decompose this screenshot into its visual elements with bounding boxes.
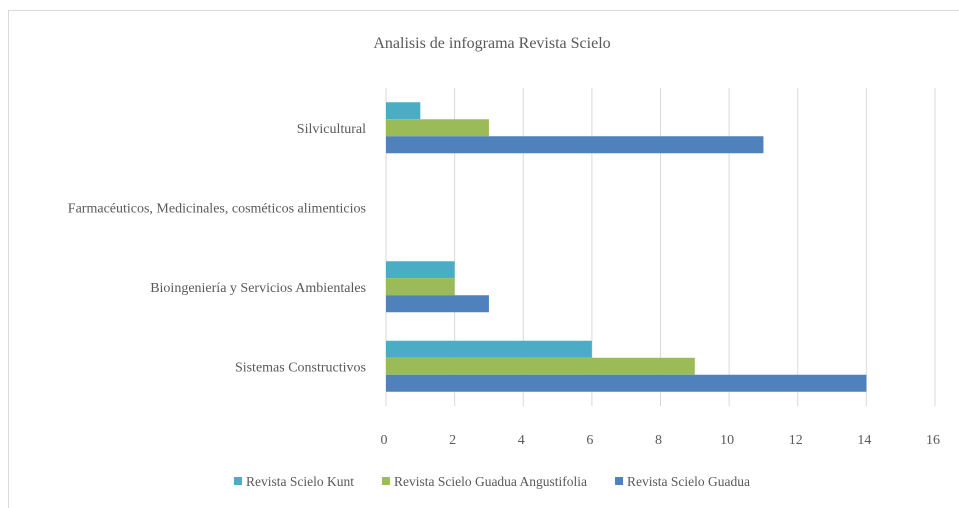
y-category-label: Bioingeniería y Servicios Ambientales [150, 281, 366, 296]
legend: Revista Scielo Kunt Revista Scielo Guadua… [233, 474, 750, 489]
bar-revista-scielo-kunt-1 [386, 261, 455, 279]
x-tick-label: 0 [381, 433, 388, 448]
bar-revista-scielo-guadua-3 [386, 136, 764, 154]
legend-swatch [381, 477, 390, 485]
y-category-label: Sistemas Constructivos [235, 360, 366, 375]
x-tick-label: 6 [586, 433, 593, 448]
x-tick-label: 16 [926, 433, 940, 448]
bar-revista-scielo-kunt-0 [386, 340, 592, 358]
x-axis-ticks: 0 2 4 6 8 10 12 14 16 [381, 433, 941, 448]
legend-label: Revista Scielo Guadua [627, 474, 750, 489]
x-tick-label: 2 [449, 433, 456, 448]
bar-revista-scielo-guadua-angustifolia-3 [386, 119, 489, 137]
bar-revista-scielo-guadua-angustifolia-0 [386, 357, 695, 375]
bars [386, 102, 867, 392]
y-category-label: Silvicultural [297, 122, 366, 137]
bar-revista-scielo-guadua-angustifolia-1 [386, 278, 455, 296]
x-tick-label: 10 [720, 433, 734, 448]
bar-revista-scielo-guadua-1 [386, 295, 489, 313]
legend-item: Revista Scielo Kunt [233, 474, 354, 489]
legend-item: Revista Scielo Guadua [615, 474, 750, 489]
x-tick-label: 4 [518, 433, 525, 448]
y-category-label: Farmacéuticos, Medicinales, cosméticos a… [68, 201, 366, 216]
x-tick-label: 8 [655, 433, 662, 448]
chart-title: Analisis de infograma Revista Scielo [373, 35, 610, 52]
legend-label: Revista Scielo Guadua Angustifolia [394, 474, 587, 489]
legend-swatch [615, 477, 624, 485]
y-axis-categories: Sistemas Constructivos Bioingeniería y Se… [68, 122, 366, 376]
legend-item: Revista Scielo Guadua Angustifolia [381, 474, 587, 489]
x-tick-label: 14 [857, 433, 871, 448]
x-tick-label: 12 [789, 433, 803, 448]
bar-revista-scielo-guadua-0 [386, 374, 867, 392]
chart-frame [8, 10, 959, 508]
legend-label: Revista Scielo Kunt [246, 474, 354, 489]
bar-revista-scielo-kunt-3 [386, 102, 421, 120]
legend-swatch [233, 477, 242, 485]
